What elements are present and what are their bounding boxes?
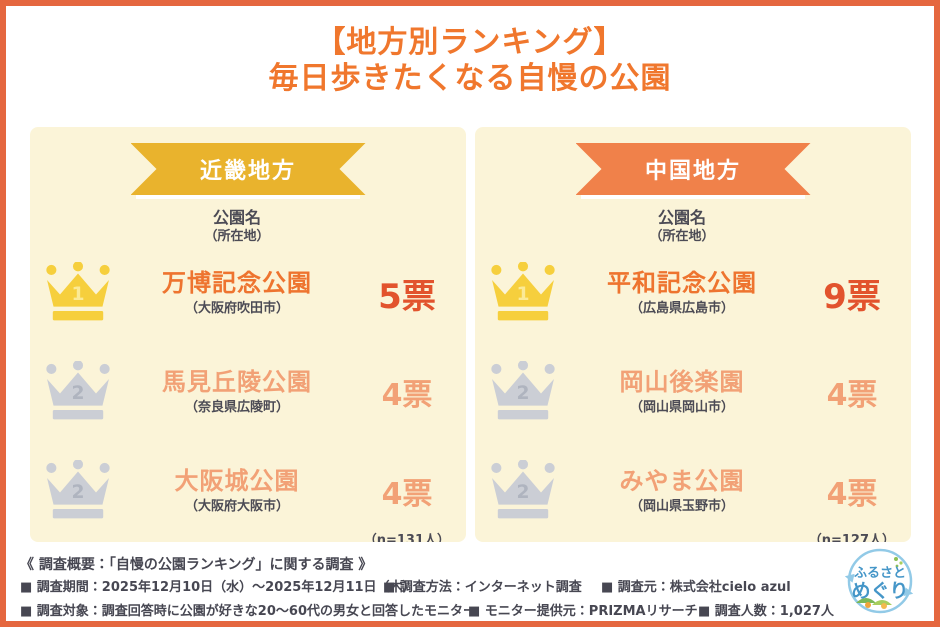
page-title-line1: 【地方別ランキング】 bbox=[315, 25, 625, 60]
sample-size: （n=127人） bbox=[808, 533, 895, 542]
rank-number: 1 bbox=[71, 284, 84, 305]
rank-row: 2 みやま公園 （岡山県玉野市） 4票 bbox=[475, 455, 911, 527]
ribbon-underline bbox=[136, 195, 360, 199]
crown-cell: 1 bbox=[30, 262, 126, 324]
crown-cell: 2 bbox=[30, 460, 126, 522]
silver-crown-icon: 2 bbox=[491, 460, 555, 519]
rank-row: 1 万博記念公園 （大阪府吹田市） 5票 bbox=[30, 257, 466, 329]
rank-number: 2 bbox=[71, 383, 84, 404]
panel-chugoku: 中国地方 公園名 （所在地） bbox=[475, 127, 911, 542]
survey-target: ■ 調査対象：調査回答時に公園が好きな20～60代の男女と回答したモニター bbox=[20, 604, 476, 619]
crown-cell: 1 bbox=[475, 262, 571, 324]
region-ribbon: 中国地方 bbox=[576, 143, 811, 195]
rank-number: 2 bbox=[516, 383, 529, 404]
crown-cell: 2 bbox=[475, 361, 571, 423]
ribbon-underline bbox=[581, 195, 805, 199]
page-title-line2: 毎日歩きたくなる自慢の公園 bbox=[268, 61, 672, 96]
park-name: 馬見丘陵公園 bbox=[162, 368, 312, 396]
park-location: （大阪府吹田市） bbox=[184, 301, 289, 316]
page-title: 【地方別ランキング】 毎日歩きたくなる自慢の公園 bbox=[6, 25, 934, 97]
header-location: （所在地） bbox=[649, 229, 715, 244]
silver-crown-icon: 2 bbox=[491, 361, 555, 420]
region-label: 近畿地方 bbox=[199, 159, 296, 184]
park-name: 万博記念公園 bbox=[162, 269, 312, 297]
survey-monitor-provider: ■ モニター提供元：PRIZMAリサーチ bbox=[468, 604, 698, 619]
survey-detail-line2: ■ 調査対象：調査回答時に公園が好きな20～60代の男女と回答したモニター ■ … bbox=[20, 600, 850, 621]
column-header: 公園名 （所在地） bbox=[30, 207, 466, 245]
sample-size: （n=131人） bbox=[363, 533, 450, 542]
crown-cell: 2 bbox=[475, 460, 571, 522]
silver-crown-icon: 2 bbox=[46, 361, 110, 420]
park-location: （広島県広島市） bbox=[629, 301, 734, 316]
park-name: みやま公園 bbox=[619, 467, 745, 495]
logo-text-line1: ふるさと bbox=[854, 566, 906, 581]
park-info: みやま公園 （岡山県玉野市） bbox=[571, 466, 793, 516]
survey-detail-line1: ■ 調査期間：2025年12月10日（水）～2025年12月11日（木） ■ 調… bbox=[20, 576, 850, 600]
kinki-ribbon-banner: 近畿地方 bbox=[30, 143, 466, 199]
vote-count: 4票 bbox=[826, 477, 878, 512]
ranking-panels: 近畿地方 公園名 （所在地） bbox=[30, 127, 911, 542]
gold-crown-icon: 1 bbox=[46, 262, 110, 321]
silver-crown-icon: 2 bbox=[46, 460, 110, 519]
rank-row: 2 岡山後楽園 （岡山県岡山市） 4票 bbox=[475, 356, 911, 428]
logo-text-line2: めぐり bbox=[851, 580, 908, 602]
survey-overview: 《 調査概要：「自慢の公園ランキング」に関する調査 》 ■ 調査期間：2025年… bbox=[20, 554, 850, 621]
rank-number: 1 bbox=[516, 284, 529, 305]
rank-number: 2 bbox=[516, 482, 529, 503]
park-location: （奈良県広陵町） bbox=[184, 400, 289, 415]
park-location: （岡山県岡山市） bbox=[629, 400, 734, 415]
vote-count: 4票 bbox=[381, 477, 433, 512]
crown-cell: 2 bbox=[30, 361, 126, 423]
region-ribbon: 近畿地方 bbox=[131, 143, 366, 195]
park-name: 岡山後楽園 bbox=[619, 368, 745, 396]
park-info: 万博記念公園 （大阪府吹田市） bbox=[126, 268, 348, 318]
header-park-name: 公園名 bbox=[657, 208, 706, 227]
rank-row: 1 平和記念公園 （広島県広島市） 9票 bbox=[475, 257, 911, 329]
vote-count: 4票 bbox=[381, 378, 433, 413]
vote-count: 5票 bbox=[378, 276, 436, 317]
rank-number: 2 bbox=[71, 482, 84, 503]
park-info: 大阪城公園 （大阪府大阪市） bbox=[126, 466, 348, 516]
column-header: 公園名 （所在地） bbox=[475, 207, 911, 245]
park-name: 平和記念公園 bbox=[607, 269, 757, 297]
park-info: 岡山後楽園 （岡山県岡山市） bbox=[571, 367, 793, 417]
survey-period: ■ 調査期間：2025年12月10日（水）～2025年12月11日（木） bbox=[20, 580, 416, 595]
survey-source: ■ 調査元：株式会社cielo azul bbox=[601, 580, 791, 595]
park-name: 大阪城公園 bbox=[174, 467, 300, 495]
furusato-meguri-logo: ふるさと めぐり bbox=[844, 548, 914, 614]
rank-row: 2 馬見丘陵公園 （奈良県広陵町） 4票 bbox=[30, 356, 466, 428]
gold-crown-icon: 1 bbox=[491, 262, 555, 321]
chugoku-ribbon-banner: 中国地方 bbox=[475, 143, 911, 199]
park-location: （岡山県玉野市） bbox=[629, 499, 734, 514]
vote-count: 9票 bbox=[823, 276, 881, 317]
survey-method: ■ 調査方法：インターネット調査 bbox=[383, 580, 582, 595]
survey-respondents: ■ 調査人数：1,027人 bbox=[698, 604, 834, 619]
park-info: 馬見丘陵公園 （奈良県広陵町） bbox=[126, 367, 348, 417]
rank-row: 2 大阪城公園 （大阪府大阪市） 4票 bbox=[30, 455, 466, 527]
survey-overview-title: 《 調査概要：「自慢の公園ランキング」に関する調査 》 bbox=[20, 557, 373, 573]
region-label: 中国地方 bbox=[644, 159, 741, 184]
vote-count: 4票 bbox=[826, 378, 878, 413]
header-location: （所在地） bbox=[204, 229, 270, 244]
header-park-name: 公園名 bbox=[212, 208, 261, 227]
park-info: 平和記念公園 （広島県広島市） bbox=[571, 268, 793, 318]
panel-kinki: 近畿地方 公園名 （所在地） bbox=[30, 127, 466, 542]
park-location: （大阪府大阪市） bbox=[184, 499, 289, 514]
